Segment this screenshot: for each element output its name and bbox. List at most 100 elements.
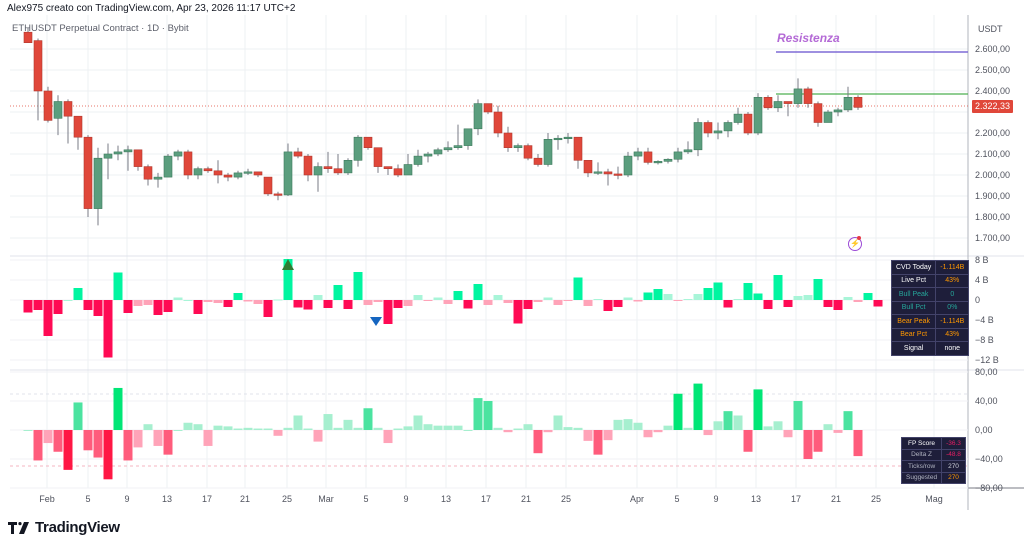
- time-axis-label: 17: [202, 494, 212, 504]
- candle[interactable]: [233, 172, 243, 178]
- candle[interactable]: [63, 101, 73, 117]
- candle[interactable]: [763, 97, 773, 109]
- lightning-icon[interactable]: ⚡: [848, 237, 862, 251]
- candle[interactable]: [683, 149, 693, 153]
- fp-bar: [413, 415, 423, 430]
- candle[interactable]: [613, 173, 623, 176]
- fp-stat-row: FP Score -36.3: [900, 437, 966, 450]
- candle[interactable]: [33, 40, 43, 92]
- candle[interactable]: [133, 149, 143, 167]
- candle[interactable]: [643, 151, 653, 163]
- candle[interactable]: [493, 111, 503, 134]
- candle[interactable]: [23, 31, 33, 44]
- candle[interactable]: [513, 145, 523, 149]
- candle[interactable]: [383, 166, 393, 170]
- candle[interactable]: [583, 160, 593, 174]
- candle[interactable]: [353, 136, 363, 161]
- candle[interactable]: [243, 171, 253, 174]
- candle[interactable]: [483, 103, 493, 113]
- candle[interactable]: [453, 145, 463, 149]
- candle[interactable]: [53, 101, 63, 119]
- candle[interactable]: [543, 139, 553, 165]
- candle[interactable]: [833, 109, 843, 113]
- fp-bar: [553, 415, 563, 430]
- candle[interactable]: [283, 151, 293, 196]
- candle[interactable]: [163, 155, 173, 178]
- candle[interactable]: [313, 166, 323, 176]
- candle[interactable]: [403, 164, 413, 176]
- candle[interactable]: [183, 151, 193, 176]
- candle[interactable]: [693, 122, 703, 151]
- candle[interactable]: [213, 170, 223, 176]
- candle[interactable]: [753, 97, 763, 134]
- candle[interactable]: [253, 171, 263, 176]
- candle[interactable]: [103, 153, 113, 159]
- candle[interactable]: [223, 174, 233, 178]
- candle[interactable]: [633, 151, 643, 157]
- candle[interactable]: [123, 149, 133, 153]
- cvd-bar: [603, 300, 613, 311]
- candle[interactable]: [813, 103, 823, 123]
- fp-axis-label: 0,00: [975, 425, 993, 435]
- candle[interactable]: [193, 168, 203, 176]
- fp-bar: [203, 430, 213, 446]
- candle[interactable]: [443, 147, 453, 151]
- candle[interactable]: [73, 115, 83, 138]
- candle[interactable]: [303, 155, 313, 176]
- cvd-stat-row: Bear Peak -1.114B: [890, 314, 970, 329]
- cvd-bar: [33, 300, 43, 310]
- candle[interactable]: [43, 90, 53, 121]
- candle[interactable]: [173, 151, 183, 157]
- candle[interactable]: [703, 122, 713, 134]
- bear-signal-arrow-icon: [370, 317, 382, 326]
- tradingview-logo[interactable]: TradingView: [8, 519, 120, 536]
- candle[interactable]: [783, 101, 793, 104]
- candle[interactable]: [83, 136, 93, 209]
- candle[interactable]: [413, 155, 423, 165]
- candle[interactable]: [553, 137, 563, 141]
- candle[interactable]: [423, 153, 433, 157]
- candle[interactable]: [853, 97, 863, 108]
- candle[interactable]: [393, 168, 403, 176]
- candle[interactable]: [333, 168, 343, 174]
- candle[interactable]: [293, 151, 303, 157]
- candle[interactable]: [743, 113, 753, 134]
- candle[interactable]: [463, 128, 473, 146]
- candle[interactable]: [653, 161, 663, 164]
- candle[interactable]: [623, 155, 633, 176]
- candle[interactable]: [843, 97, 853, 111]
- candle[interactable]: [713, 130, 723, 134]
- candle[interactable]: [343, 160, 353, 174]
- candle[interactable]: [263, 176, 273, 195]
- candle[interactable]: [203, 168, 213, 172]
- time-axis-label: 25: [282, 494, 292, 504]
- candle[interactable]: [273, 193, 283, 196]
- candle[interactable]: [473, 103, 483, 130]
- cvd-stat-row: Bull Peak 0: [890, 287, 970, 302]
- candle[interactable]: [573, 136, 583, 161]
- candle[interactable]: [503, 132, 513, 148]
- candle[interactable]: [823, 111, 833, 123]
- candle[interactable]: [593, 171, 603, 174]
- candle[interactable]: [323, 166, 333, 170]
- candle[interactable]: [733, 113, 743, 123]
- candle[interactable]: [673, 151, 683, 160]
- candle[interactable]: [723, 122, 733, 132]
- candle[interactable]: [373, 147, 383, 167]
- candle[interactable]: [363, 136, 373, 148]
- candle[interactable]: [603, 171, 613, 175]
- candle[interactable]: [143, 166, 153, 180]
- candle[interactable]: [93, 157, 103, 209]
- candle[interactable]: [563, 136, 573, 139]
- candle[interactable]: [663, 158, 673, 162]
- candle[interactable]: [113, 151, 123, 155]
- candle[interactable]: [803, 88, 813, 104]
- candle[interactable]: [523, 145, 533, 159]
- candle[interactable]: [153, 176, 163, 180]
- candle[interactable]: [793, 88, 803, 104]
- candle[interactable]: [773, 101, 783, 109]
- candle[interactable]: [433, 149, 443, 155]
- candle[interactable]: [533, 157, 543, 165]
- resistance-label[interactable]: Resistenza: [777, 31, 840, 45]
